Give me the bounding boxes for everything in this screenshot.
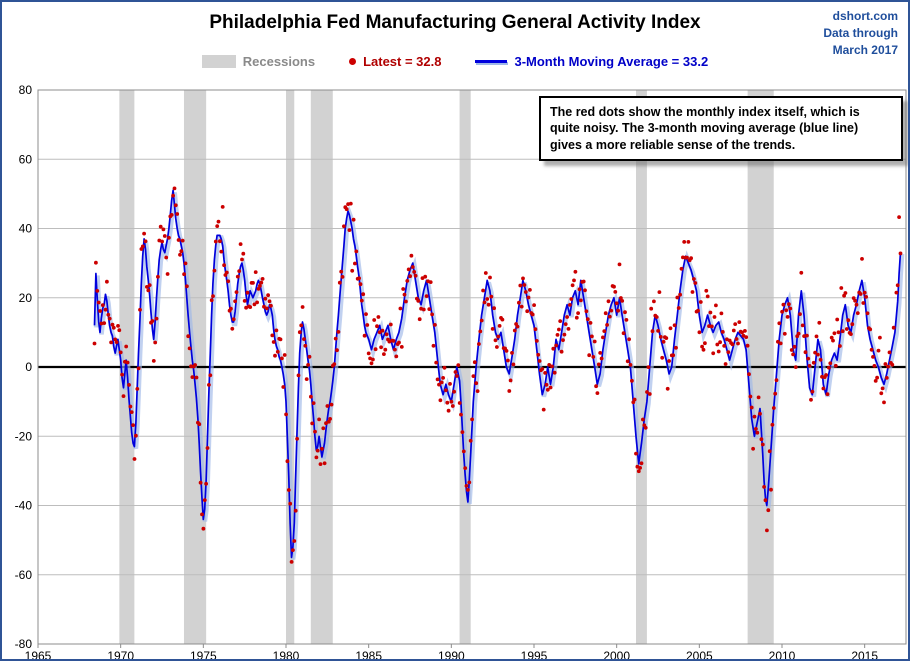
plot-border: [37, 89, 907, 645]
x-axis-labels: 1965 1970 1975 1980 1985 1990 1995 2000 2005 2010…: [25, 644, 878, 661]
svg-text:1995: 1995: [521, 649, 548, 661]
svg-text:2015: 2015: [851, 649, 878, 661]
svg-text:1965: 1965: [25, 649, 52, 661]
svg-text:1980: 1980: [273, 649, 300, 661]
monthly-dots: [92, 186, 903, 564]
svg-text:0: 0: [25, 360, 32, 374]
svg-text:2000: 2000: [603, 649, 630, 661]
chart-legend: Recessions Latest = 32.8 3-Month Moving …: [2, 54, 908, 69]
svg-text:1970: 1970: [107, 649, 134, 661]
blue-line-icon: [475, 60, 508, 63]
source-site: dshort.com: [832, 9, 898, 23]
svg-text:1975: 1975: [190, 649, 217, 661]
legend-item-recessions: Recessions: [201, 54, 316, 69]
y-axis-labels: 80 60 40 20 0 -20 -40 -60 -80: [15, 83, 33, 651]
svg-text:60: 60: [19, 152, 33, 166]
svg-text:80: 80: [19, 83, 33, 97]
svg-text:2010: 2010: [769, 649, 796, 661]
svg-text:1990: 1990: [438, 649, 465, 661]
red-dot-icon: [349, 58, 357, 65]
ma-line: [93, 189, 905, 560]
svg-text:-40: -40: [15, 499, 33, 513]
svg-text:20: 20: [19, 291, 33, 305]
svg-text:-20: -20: [15, 429, 33, 443]
legend-item-moving-average: 3-Month Moving Average = 33.2: [475, 54, 708, 69]
legend-moving-average-label: 3-Month Moving Average = 33.2: [514, 54, 709, 69]
data-through-label: Data through: [823, 25, 898, 40]
recession-swatch-icon: [201, 55, 236, 68]
svg-text:2005: 2005: [686, 649, 713, 661]
source-attribution: dshort.com Data through March 2017: [823, 8, 898, 58]
data-through-date: March 2017: [832, 42, 898, 57]
page-title: Philadelphia Fed Manufacturing General A…: [209, 12, 701, 33]
legend-latest-label: Latest = 32.8: [363, 54, 442, 69]
svg-text:-60: -60: [15, 568, 33, 582]
legend-item-latest: Latest = 32.8: [349, 54, 441, 69]
annotation-callout: The red dots show the monthly index itse…: [539, 96, 903, 161]
svg-text:-80: -80: [15, 637, 33, 651]
svg-text:1985: 1985: [355, 649, 382, 661]
svg-text:40: 40: [19, 222, 33, 236]
legend-recessions-label: Recessions: [242, 54, 316, 69]
